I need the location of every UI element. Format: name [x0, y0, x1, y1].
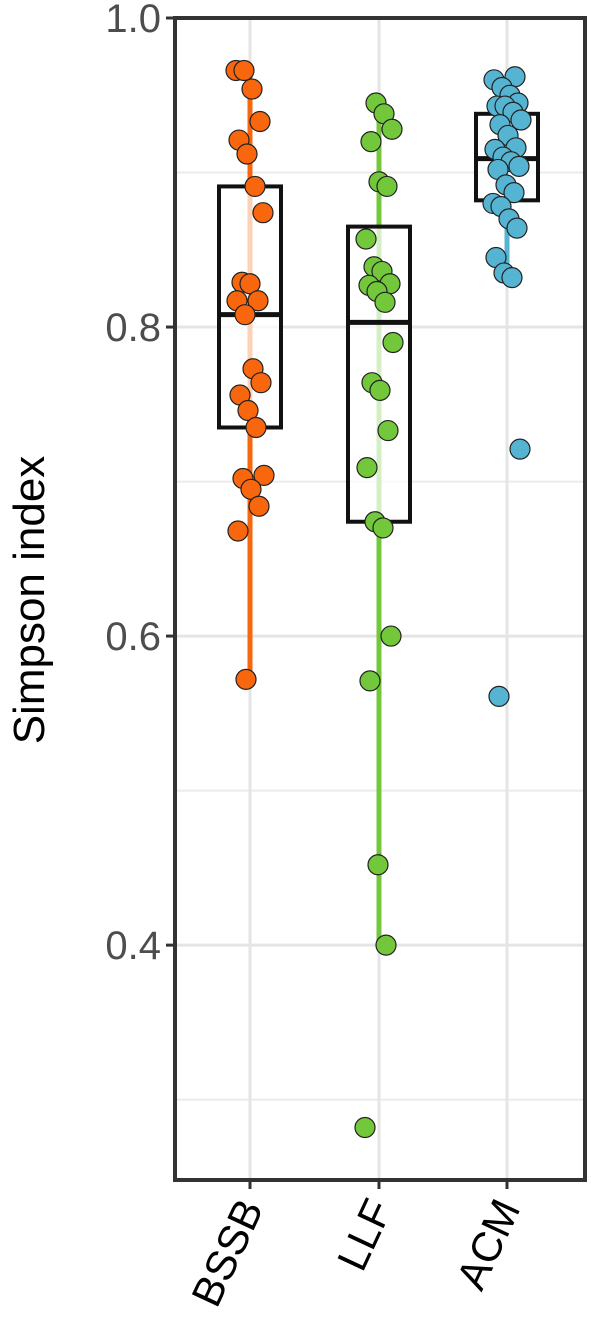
point — [240, 478, 262, 500]
point — [241, 78, 263, 100]
point — [372, 517, 394, 539]
point — [508, 155, 530, 177]
point — [382, 331, 404, 354]
point — [501, 266, 523, 289]
point — [376, 175, 398, 198]
point — [506, 217, 528, 239]
point — [245, 416, 267, 439]
point — [367, 854, 389, 876]
point — [359, 670, 381, 692]
point — [234, 304, 256, 326]
point — [252, 202, 274, 224]
point — [360, 131, 382, 153]
point — [369, 379, 391, 401]
point — [248, 495, 270, 517]
y-tick-label: 0.6 — [105, 615, 161, 659]
x-tick-label: LLF — [328, 1192, 401, 1277]
point — [381, 118, 403, 140]
point — [374, 291, 396, 313]
point — [354, 1116, 376, 1139]
point — [503, 182, 525, 204]
y-axis-label: Simpson index — [5, 456, 54, 745]
y-tick-label: 0.4 — [105, 924, 161, 968]
point — [237, 399, 259, 422]
y-tick-label: 1.0 — [105, 0, 161, 41]
point — [509, 438, 531, 460]
point — [236, 143, 258, 165]
point — [488, 685, 510, 707]
point — [355, 228, 377, 250]
point — [250, 372, 272, 394]
point — [356, 457, 378, 479]
y-tick-label: 0.8 — [105, 306, 161, 350]
x-tick-label: ACM — [447, 1192, 529, 1296]
point — [244, 175, 266, 198]
point — [227, 520, 249, 542]
x-tick-label: BSSB — [182, 1192, 272, 1313]
point — [239, 273, 261, 295]
point — [247, 290, 269, 312]
point — [510, 109, 532, 131]
point — [235, 668, 257, 690]
point — [377, 419, 399, 442]
point — [253, 464, 275, 486]
point — [249, 110, 271, 133]
point — [375, 934, 397, 956]
point — [233, 59, 255, 82]
point — [380, 625, 402, 647]
